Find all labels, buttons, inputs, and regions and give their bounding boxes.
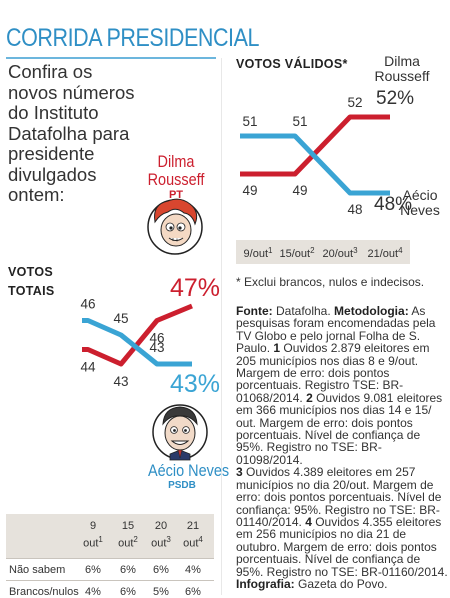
aecio-series-name: Neves <box>400 202 440 218</box>
aecio-caricature <box>152 404 208 461</box>
final-value-aecio: 43% <box>170 370 220 398</box>
votos-validos-label: VOTOS VÁLIDOS* <box>236 57 348 71</box>
data-label: 48 <box>347 202 362 217</box>
methodology-text: Fonte: Datafolha. Metodologia: As pesqui… <box>236 304 448 591</box>
title-rule <box>6 57 216 59</box>
column-divider <box>221 58 222 595</box>
data-label: 51 <box>242 114 257 129</box>
survey-table: 9 out1 15 out2 20 out3 21 out4 Não sabem… <box>6 514 214 598</box>
data-label: 43 <box>149 340 164 355</box>
dilma-name-line2: Rousseff <box>147 170 205 189</box>
table-header: 9 out1 15 out2 20 out3 21 out4 <box>6 514 214 558</box>
table-row: Brancos/nulos 4% 6% 5% 6% <box>6 580 214 598</box>
series-line-aecio <box>240 133 390 196</box>
aecio-name: Aécio Neves <box>148 461 230 480</box>
x-tick-label: 15/out2 <box>279 246 315 260</box>
data-label: 51 <box>292 114 307 129</box>
table-header-cell: 20 out3 <box>151 520 171 550</box>
final-value-dilma: 47% <box>170 274 220 302</box>
data-label: 46 <box>149 331 164 346</box>
aecio-name-label: Aécio Neves PSDB <box>142 461 230 492</box>
x-tick-label: 21/out4 <box>367 246 403 260</box>
votos-totais-line2: TOTAIS <box>8 284 55 298</box>
intro-text: Confira os novos números do Instituto Da… <box>8 61 135 205</box>
dilma-series-name: Rousseff <box>375 68 430 84</box>
data-label: 45 <box>113 311 128 326</box>
dilma-party: PT <box>168 189 184 201</box>
aecio-party: PSDB <box>168 480 196 491</box>
final-value-aecio: 48% <box>374 194 412 215</box>
votos-totais-line1: VOTOS <box>8 265 54 279</box>
series-line-aecio <box>82 318 192 367</box>
table-header-cell: 21 out4 <box>183 520 203 550</box>
final-value-dilma: 52% <box>376 88 414 109</box>
dilma-caricature <box>147 198 203 255</box>
data-label: 44 <box>80 360 96 375</box>
dilma-series-name: Dilma <box>384 53 420 69</box>
data-label: 46 <box>80 297 95 312</box>
data-label: 49 <box>292 183 307 198</box>
data-label: 49 <box>242 183 257 198</box>
x-tick-label: 9/out1 <box>244 246 273 260</box>
series-line-dilma <box>82 303 193 367</box>
table-header-cell: 15 out2 <box>118 520 138 550</box>
data-label: 43 <box>113 374 128 389</box>
x-axis-band <box>236 240 410 264</box>
dilma-name-label: Dilma Rousseff PT <box>136 152 216 202</box>
footnote: * Exclui brancos, nulos e indecisos. <box>236 275 425 289</box>
aecio-series-name: Aécio <box>402 187 437 203</box>
votos-totais-label: VOTOS TOTAIS <box>8 263 88 301</box>
series-line-dilma <box>240 114 390 177</box>
x-tick-label: 20/out3 <box>322 246 358 260</box>
table-row: Não sabem 6% 6% 6% 4% <box>6 558 214 580</box>
table-header-cell: 9 out1 <box>83 520 103 550</box>
data-label: 52 <box>347 95 362 110</box>
dilma-name-line1: Dilma <box>157 152 195 171</box>
page-title: CORRIDA PRESIDENCIAL <box>6 24 260 52</box>
